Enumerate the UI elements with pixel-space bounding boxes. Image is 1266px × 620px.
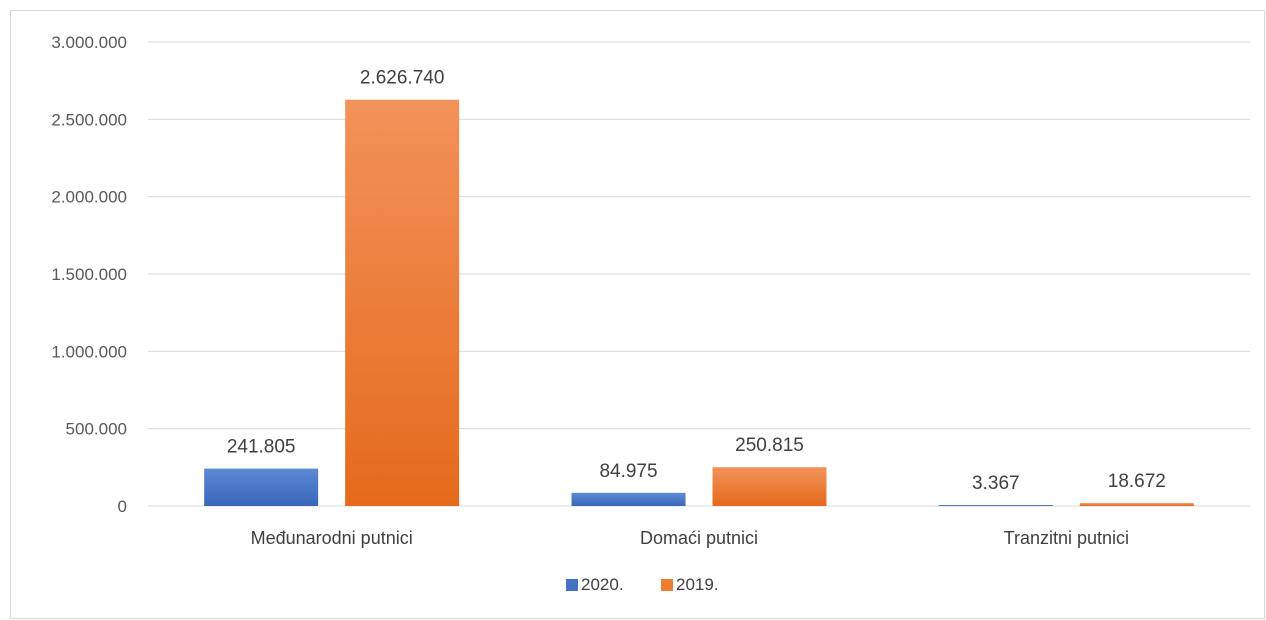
grid-lines bbox=[148, 41, 1250, 507]
x-axis-category-labels: Međunarodni putnici Domaći putnici Tranzit… bbox=[251, 528, 1129, 548]
bars bbox=[204, 99, 1194, 506]
y-axis-tick-labels: 0 500.000 1.000.000 1.500.000 2.000.000 2.500… bbox=[51, 33, 127, 516]
y-tick-label: 3.000.000 bbox=[51, 33, 127, 52]
legend-swatch bbox=[566, 579, 578, 591]
data-label: 2.626.740 bbox=[360, 68, 445, 89]
legend-swatch bbox=[661, 579, 673, 591]
data-label: 18.672 bbox=[1108, 471, 1166, 492]
data-label: 250.815 bbox=[735, 435, 804, 456]
data-label: 84.975 bbox=[599, 461, 657, 482]
legend-label: 2019. bbox=[676, 575, 719, 594]
y-tick-label: 1.500.000 bbox=[51, 265, 127, 284]
legend-label: 2020. bbox=[581, 575, 624, 594]
category-label: Međunarodni putnici bbox=[251, 528, 413, 548]
y-tick-label: 2.000.000 bbox=[51, 188, 127, 207]
data-label: 241.805 bbox=[227, 437, 296, 458]
chart-frame bbox=[10, 10, 1265, 619]
bar-series-2 bbox=[345, 99, 460, 506]
y-tick-label: 2.500.000 bbox=[51, 110, 127, 129]
data-labels: 241.805 2.626.740 84.975 250.815 3.367 18.672 bbox=[227, 68, 1166, 494]
category-label: Domaći putnici bbox=[640, 528, 758, 548]
legend: 2020. 2019. bbox=[566, 575, 719, 594]
y-tick-label: 1.000.000 bbox=[51, 342, 127, 361]
bar-series-1 bbox=[571, 492, 686, 506]
bar-series-1 bbox=[938, 505, 1053, 506]
y-tick-label: 0 bbox=[118, 497, 127, 516]
category-label: Tranzitni putnici bbox=[1004, 528, 1129, 548]
bar-series-2 bbox=[712, 467, 827, 506]
y-tick-label: 500.000 bbox=[66, 420, 127, 439]
data-label: 3.367 bbox=[972, 473, 1020, 494]
bar-series-2 bbox=[1079, 503, 1194, 506]
bar-series-1 bbox=[204, 468, 319, 506]
